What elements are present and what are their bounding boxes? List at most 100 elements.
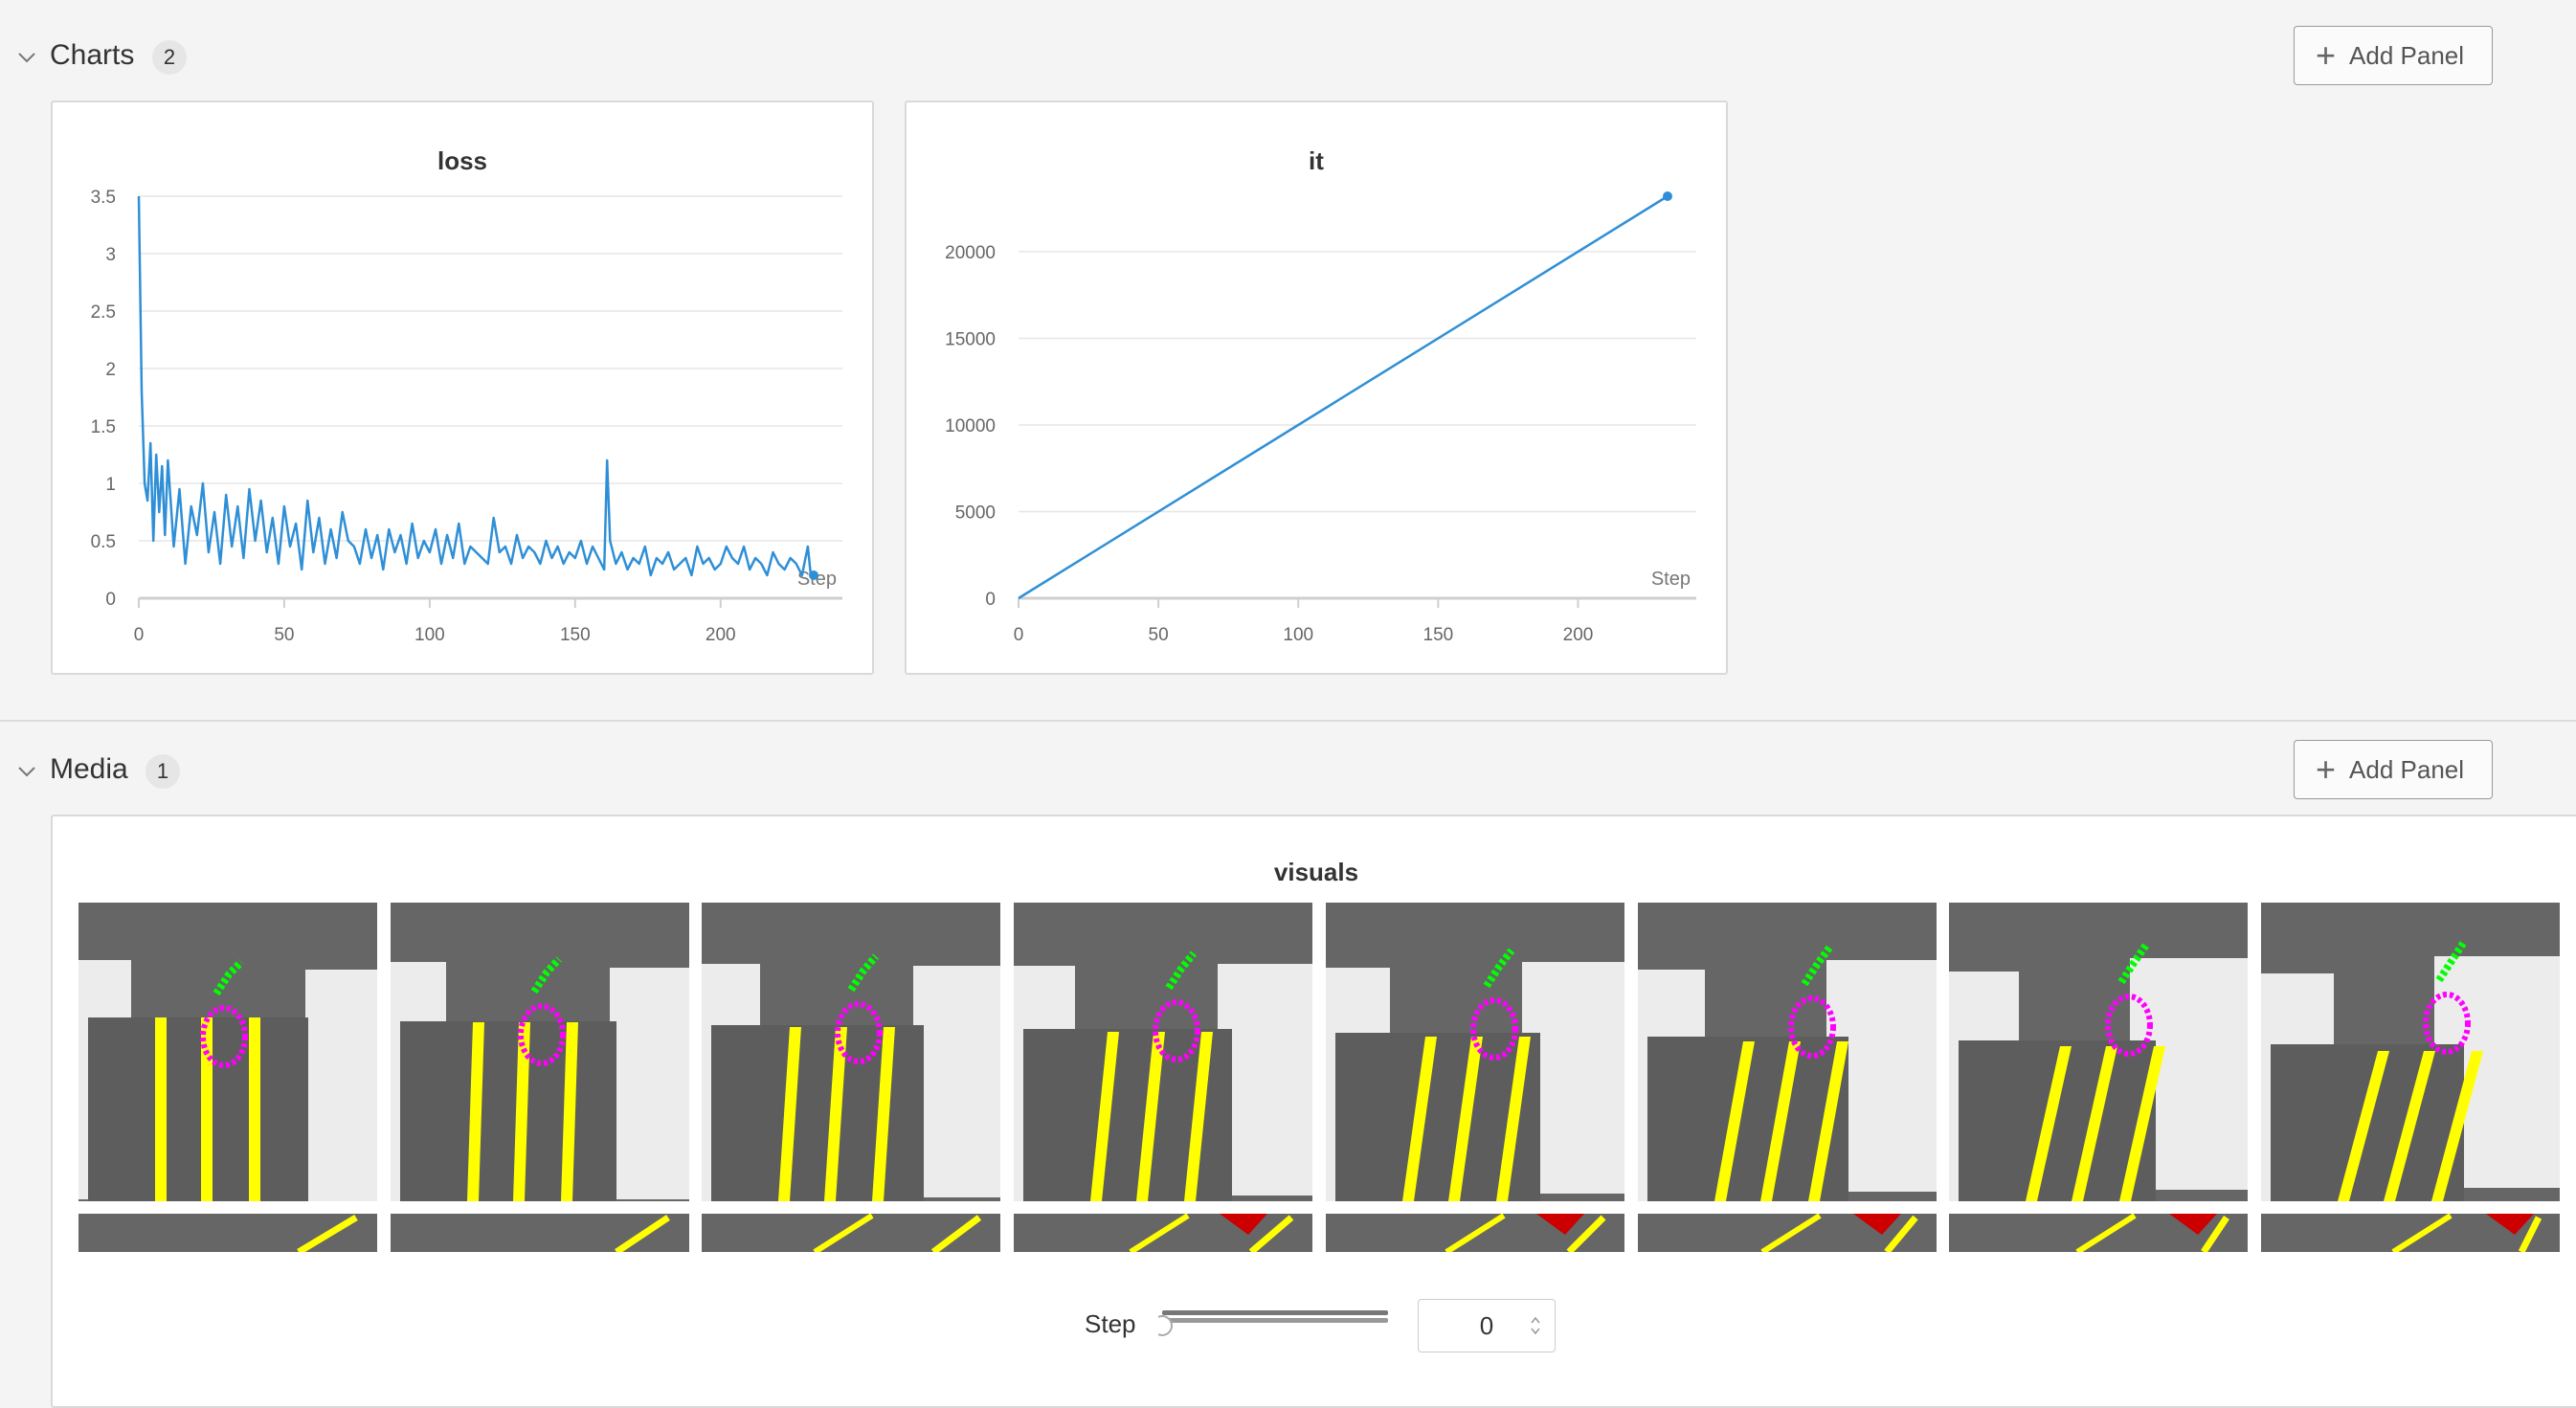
visual-thumbnail[interactable] [390,903,689,1201]
thumb-lane-marking [1883,1215,1918,1252]
thumb-lane-marking [155,1017,167,1201]
thumb-lane-marking [931,1215,982,1252]
step-slider[interactable] [1158,1305,1393,1343]
x-tick-label: 150 [560,625,591,645]
plus-icon: + [2316,35,2337,75]
media-section-header: Media 1 [0,743,2576,800]
thumb-lane-marking [1090,1032,1120,1201]
thumb-lane-marking [2430,1051,2483,1201]
y-tick-label: 10000 [945,416,996,436]
thumb-lane-marking [2518,1216,2542,1252]
plus-icon: + [2316,749,2337,789]
y-tick-label: 3.5 [91,188,116,208]
visual-thumbnail[interactable] [2260,903,2560,1201]
thumb-magenta-object [1469,997,1518,1061]
visuals-panel-title: visuals [1273,858,1359,886]
thumb-red-region [2485,1214,2534,1235]
loss-chart-panel[interactable]: loss 0 0.5 1 1.5 2 2.5 3 3.5 0 50 100 150 200 Step [51,101,874,675]
series-end-point [809,570,818,580]
thumb-lane-marking [466,1022,484,1201]
chevron-down-icon[interactable] [15,46,38,69]
series-end-point [1663,191,1672,201]
visual-thumbnail-bottom[interactable] [390,1214,689,1252]
thumb-magenta-object [1787,995,1836,1059]
thumb-lane-marking [1129,1214,1190,1252]
visual-thumbnail[interactable] [1325,903,1624,1201]
y-tick-label: 3 [105,245,116,265]
y-tick-label: 20000 [945,243,996,263]
x-tick-label: 0 [1014,625,1024,645]
media-section-title: Media [50,753,128,785]
visual-thumbnail[interactable] [702,903,1001,1201]
y-tick-label: 0 [985,590,996,610]
thumb-lane-marking [2391,1214,2453,1252]
thumb-lane-marking [2337,1051,2389,1201]
it-chart-panel[interactable]: it 0 5000 10000 15000 20000 0 50 100 150 200 Step [905,101,1728,675]
thumb-lane-marking [201,1017,213,1201]
visual-thumbnail[interactable] [1949,903,2249,1201]
thumb-lane-marking [2072,1046,2118,1201]
thumb-lane-marking [249,1017,260,1201]
thumb-lane-marking [2119,1046,2166,1201]
media-count-badge: 1 [146,754,180,789]
series-line [137,195,814,577]
thumb-magenta-object [835,1001,884,1064]
y-tick-label: 1 [105,475,116,495]
thumb-magenta-object [2105,994,2154,1057]
charts-add-panel-button[interactable]: + Add Panel [2294,26,2493,85]
step-number-input[interactable]: 0 [1418,1299,1556,1352]
thumb-lane-marking [1714,1041,1755,1201]
charts-section-title: Charts [50,39,135,71]
charts-add-panel-label: Add Panel [2349,40,2465,70]
thumb-green-object [2117,942,2150,985]
thumb-lane-marking [1136,1032,1166,1201]
visual-thumbnail-bottom[interactable] [1325,1214,1624,1252]
stepper-arrows-icon[interactable] [1530,1314,1541,1337]
thumb-light-region [305,970,377,1201]
visual-thumbnail[interactable] [78,903,377,1201]
visual-thumbnail-bottom[interactable] [702,1214,1001,1252]
visual-thumbnail-bottom[interactable] [2260,1214,2560,1252]
chevron-down-icon[interactable] [15,760,38,783]
step-value: 0 [1479,1311,1494,1340]
thumb-lane-marking [614,1215,670,1252]
visual-thumbnail-bottom[interactable] [1014,1214,1313,1252]
thumb-lane-marking [824,1027,848,1201]
thumb-lane-marking [1184,1032,1214,1201]
thumb-lane-marking [813,1214,874,1252]
visual-thumbnail-bottom[interactable] [1637,1214,1937,1252]
y-tick-label: 0 [105,590,116,610]
thumb-lane-marking [297,1214,358,1252]
media-add-panel-button[interactable]: + Add Panel [2294,740,2493,799]
chart-title: loss [437,146,487,175]
x-tick-label: 200 [706,625,736,645]
thumb-green-object [1483,948,1514,989]
thumb-green-object [2435,939,2468,983]
thumb-red-region [1852,1214,1901,1235]
thumb-lane-marking [778,1027,802,1201]
thumb-lane-marking [2201,1216,2230,1252]
thumb-lane-marking [1759,1214,1822,1252]
thumb-red-region [1535,1214,1584,1235]
x-axis-label: Step [1651,569,1691,590]
thumb-lane-marking [872,1027,896,1201]
thumb-green-object [1801,945,1832,987]
thumb-lane-marking [2026,1046,2072,1201]
thumb-lane-marking [512,1022,530,1201]
thumb-lane-marking [560,1022,578,1201]
visual-thumbnail-bottom[interactable] [78,1214,377,1252]
thumb-light-region [913,966,1001,1197]
thumb-lane-marking [1447,1037,1483,1201]
thumb-magenta-object [517,1003,566,1066]
thumb-magenta-object [2422,992,2471,1055]
visual-thumbnail[interactable] [1014,903,1313,1201]
slider-handle[interactable] [1158,1315,1173,1336]
thumb-lane-marking [1566,1215,1606,1252]
x-tick-label: 50 [274,625,294,645]
x-tick-label: 150 [1423,625,1454,645]
x-tick-label: 100 [414,625,445,645]
y-tick-label: 2.5 [91,302,116,323]
visual-thumbnail[interactable] [1637,903,1937,1201]
thumb-light-region [1218,964,1313,1196]
visual-thumbnail-bottom[interactable] [1949,1214,2249,1252]
